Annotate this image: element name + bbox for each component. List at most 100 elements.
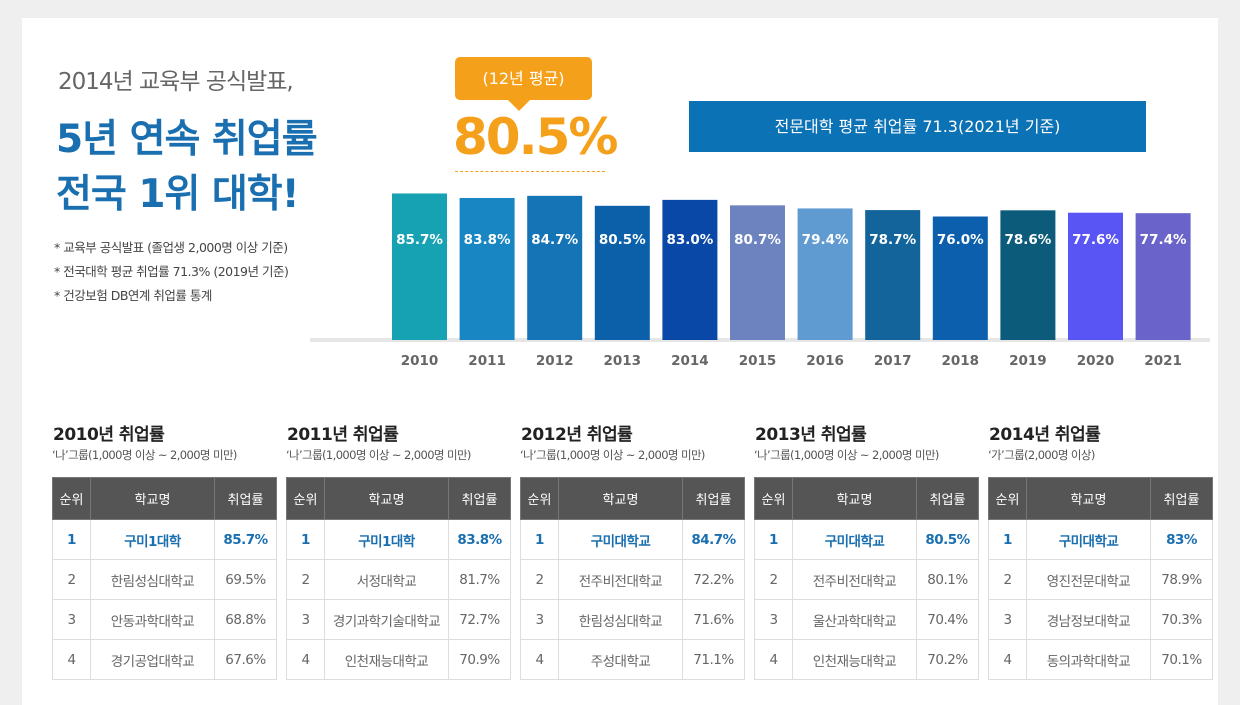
callout-value: 80.5% xyxy=(453,108,618,166)
cell: 구미대학교 xyxy=(1026,519,1151,560)
cell: 1 xyxy=(520,519,559,560)
cell: 3 xyxy=(520,599,559,640)
bar xyxy=(1068,212,1123,340)
ranking-table: 순위 학교명 취업률 1 구미대학교 80.5% 2 전주비전대학교 80.1% 3 울산과학대학교… xyxy=(754,477,979,680)
header-cell: 학교명 xyxy=(1026,477,1151,520)
header-cell: 순위 xyxy=(286,477,325,520)
value-label: 79.4% xyxy=(802,232,849,248)
cell: 84.7% xyxy=(682,519,745,560)
header-row: 순위 학교명 취업률 xyxy=(988,477,1213,520)
header-cell: 취업률 xyxy=(1150,477,1213,520)
cell: 영진전문대학교 xyxy=(1026,559,1151,600)
header-cell: 순위 xyxy=(754,477,793,520)
cell: 전주비전대학교 xyxy=(558,559,683,600)
x-tick-label: 2010 xyxy=(401,353,439,369)
bar xyxy=(865,210,921,340)
cell: 70.1% xyxy=(1150,639,1213,680)
divider xyxy=(455,171,605,172)
row: 4 동의과학대학교 70.1% xyxy=(988,639,1213,680)
callout-tip xyxy=(507,99,531,111)
cell: 울산과학대학교 xyxy=(792,599,917,640)
cell: 경기과학기술대학교 xyxy=(324,599,449,640)
header-row: 순위 학교명 취업률 xyxy=(286,477,511,520)
cell: 2 xyxy=(754,559,793,600)
ranking-table: 순위 학교명 취업률 1 구미대학교 83% 2 영진전문대학교 78.9% 3 경남정보대학교 70… xyxy=(988,477,1213,680)
cell: 70.9% xyxy=(448,639,511,680)
table-subtitle: ‘나’그룹(1,000명 이상 ~ 2,000명 미만) xyxy=(754,448,939,462)
cell: 1 xyxy=(52,519,91,560)
cell: 동의과학대학교 xyxy=(1026,639,1151,680)
cell: 4 xyxy=(988,639,1027,680)
row: 1 구미1대학 85.7% xyxy=(52,519,277,560)
header-row: 순위 학교명 취업률 xyxy=(52,477,277,520)
row: 2 한림성심대학교 69.5% xyxy=(52,559,277,600)
bar xyxy=(459,197,515,340)
cell: 69.5% xyxy=(214,559,277,600)
header-cell: 학교명 xyxy=(792,477,917,520)
x-tick-label: 2020 xyxy=(1077,353,1115,369)
cell: 전주비전대학교 xyxy=(792,559,917,600)
table-title: 2010년 취업률 xyxy=(53,425,165,445)
cell: 78.9% xyxy=(1150,559,1213,600)
x-tick-label: 2012 xyxy=(536,353,574,369)
cell: 안동과학대학교 xyxy=(90,599,215,640)
bar xyxy=(932,216,988,340)
headline-sub: 2014년 교육부 공식발표, xyxy=(58,69,294,95)
callout-label: (12년 평균) xyxy=(455,57,592,100)
ranking-table: 순위 학교명 취업률 1 구미1대학 83.8% 2 서정대학교 81.7% 3 경기과학기술대학교… xyxy=(286,477,511,680)
cell: 4 xyxy=(520,639,559,680)
row: 4 인천재능대학교 70.2% xyxy=(754,639,979,680)
header-cell: 순위 xyxy=(52,477,91,520)
row: 1 구미대학교 84.7% xyxy=(520,519,745,560)
bar xyxy=(797,208,853,340)
value-label: 83.0% xyxy=(666,232,713,248)
cell: 4 xyxy=(286,639,325,680)
header-cell: 취업률 xyxy=(682,477,745,520)
bar xyxy=(662,199,718,340)
header-cell: 학교명 xyxy=(90,477,215,520)
header-cell: 학교명 xyxy=(558,477,683,520)
row: 3 경기과학기술대학교 72.7% xyxy=(286,599,511,640)
cell: 3 xyxy=(286,599,325,640)
bar xyxy=(527,195,583,340)
value-label: 77.4% xyxy=(1140,232,1187,248)
value-label: 78.6% xyxy=(1004,232,1051,248)
ranking-table: 순위 학교명 취업률 1 구미1대학 85.7% 2 한림성심대학교 69.5% 3 안동과학대학교… xyxy=(52,477,277,680)
table-subtitle: ‘나’그룹(1,000명 이상 ~ 2,000명 미만) xyxy=(520,448,705,462)
header-cell: 취업률 xyxy=(448,477,511,520)
cell: 3 xyxy=(754,599,793,640)
cell: 70.2% xyxy=(916,639,979,680)
value-label: 83.8% xyxy=(464,232,511,248)
header-cell: 순위 xyxy=(520,477,559,520)
row: 1 구미1대학 83.8% xyxy=(286,519,511,560)
x-tick-label: 2021 xyxy=(1144,353,1182,369)
value-label: 78.7% xyxy=(869,232,916,248)
ranking-table: 순위 학교명 취업률 1 구미대학교 84.7% 2 전주비전대학교 72.2% 3 한림성심대학교… xyxy=(520,477,745,680)
cell: 2 xyxy=(286,559,325,600)
header-cell: 순위 xyxy=(988,477,1027,520)
header-cell: 취업률 xyxy=(214,477,277,520)
cell: 2 xyxy=(988,559,1027,600)
row: 4 인천재능대학교 70.9% xyxy=(286,639,511,680)
cell: 81.7% xyxy=(448,559,511,600)
cell: 70.3% xyxy=(1150,599,1213,640)
cell: 구미대학교 xyxy=(558,519,683,560)
row: 3 안동과학대학교 68.8% xyxy=(52,599,277,640)
row: 2 서정대학교 81.7% xyxy=(286,559,511,600)
header-row: 순위 학교명 취업률 xyxy=(520,477,745,520)
value-label: 84.7% xyxy=(531,232,578,248)
x-tick-label: 2018 xyxy=(942,353,980,369)
cell: 구미1대학 xyxy=(90,519,215,560)
header-row: 순위 학교명 취업률 xyxy=(754,477,979,520)
cell: 71.6% xyxy=(682,599,745,640)
cell: 1 xyxy=(286,519,325,560)
cell: 1 xyxy=(754,519,793,560)
x-tick-label: 2011 xyxy=(468,353,506,369)
x-tick-label: 2013 xyxy=(604,353,642,369)
bar xyxy=(1000,210,1056,340)
cell: 4 xyxy=(52,639,91,680)
row: 3 경남정보대학교 70.3% xyxy=(988,599,1213,640)
note: * 교육부 공식발표 (졸업생 2,000명 이상 기준) xyxy=(54,240,288,255)
cell: 1 xyxy=(988,519,1027,560)
